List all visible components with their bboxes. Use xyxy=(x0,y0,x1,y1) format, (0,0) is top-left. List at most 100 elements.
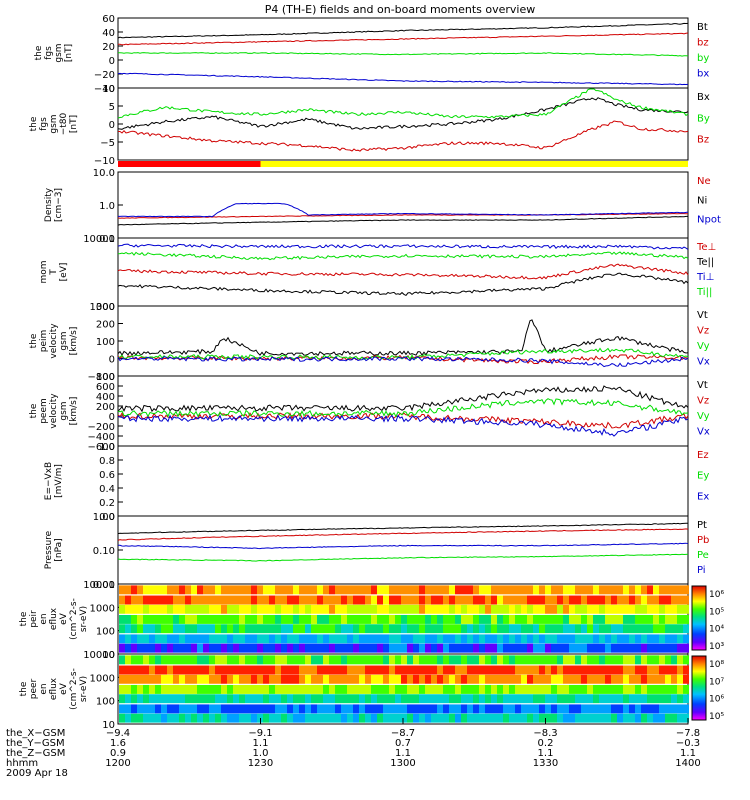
y-tick-label: 0.01 xyxy=(93,580,115,591)
y-axis-label: peir xyxy=(29,610,39,628)
heatmap-cell xyxy=(173,614,179,624)
heatmap-cell xyxy=(263,624,269,634)
heatmap-cell xyxy=(551,665,557,675)
heatmap-cell xyxy=(227,634,233,644)
series-By xyxy=(117,88,689,119)
heatmap-cell xyxy=(479,624,485,634)
heatmap-cell xyxy=(437,694,443,704)
legend-Vy: Vy xyxy=(697,341,710,352)
heatmap-cell xyxy=(527,655,533,665)
series-Ti⊥ xyxy=(117,243,689,250)
heatmap-cell xyxy=(455,674,461,684)
heatmap-cell xyxy=(245,643,251,653)
heatmap-cell xyxy=(377,634,383,644)
heatmap-cell xyxy=(473,704,479,714)
heatmap-cell xyxy=(485,694,491,704)
y-axis-label: fgs xyxy=(44,46,54,60)
heatmap-cell xyxy=(653,595,659,605)
y-axis-label: eflux xyxy=(49,607,59,630)
heatmap-cell xyxy=(335,694,341,704)
heatmap-cell xyxy=(665,634,671,644)
heatmap-cell xyxy=(401,674,407,684)
heatmap-cell xyxy=(617,713,623,723)
heatmap-cell xyxy=(137,624,143,634)
heatmap-cell xyxy=(299,674,305,684)
heatmap-cell xyxy=(653,643,659,653)
heatmap-cell xyxy=(125,585,131,595)
heatmap-cell xyxy=(167,684,173,694)
heatmap-cell xyxy=(353,643,359,653)
heatmap-cell xyxy=(551,604,557,614)
series-Pi xyxy=(118,542,689,550)
panel-frame xyxy=(117,445,689,517)
heatmap-cell xyxy=(197,674,203,684)
x-tick-label: 1.6 xyxy=(110,738,126,749)
heatmap-cell xyxy=(641,624,647,634)
heatmap-cell xyxy=(209,665,215,675)
heatmap-cell xyxy=(263,595,269,605)
heatmap-cell xyxy=(131,665,137,675)
heatmap-cell xyxy=(665,694,671,704)
heatmap-cell xyxy=(239,643,245,653)
heatmap-cell xyxy=(359,585,365,595)
heatmap-cell xyxy=(269,704,275,714)
heatmap-cell xyxy=(305,595,311,605)
heatmap-cell xyxy=(635,585,641,595)
heatmap-cell xyxy=(251,684,257,694)
heatmap-cell xyxy=(275,694,281,704)
series-Bt xyxy=(117,22,689,39)
heatmap-cell xyxy=(371,604,377,614)
heatmap-cell xyxy=(527,694,533,704)
heatmap-cell xyxy=(203,643,209,653)
heatmap-cell xyxy=(317,634,323,644)
heatmap-cell xyxy=(245,655,251,665)
y-tick-label: −200 xyxy=(88,422,115,433)
heatmap-cell xyxy=(203,665,209,675)
heatmap-cell xyxy=(161,694,167,704)
x-tick-label: 1400 xyxy=(675,758,700,769)
heatmap-cell xyxy=(353,665,359,675)
heatmap-cell xyxy=(179,665,185,675)
heatmap-cell xyxy=(527,595,533,605)
series-Bx xyxy=(117,97,689,130)
heatmap-cell xyxy=(359,604,365,614)
heatmap-cell xyxy=(215,694,221,704)
heatmap-cell xyxy=(599,604,605,614)
heatmap-cell xyxy=(587,694,593,704)
y-axis-label: sr-eV) xyxy=(79,606,89,632)
heatmap-cell xyxy=(611,713,617,723)
heatmap-cell xyxy=(671,643,677,653)
heatmap-cell xyxy=(389,694,395,704)
heatmap-cell xyxy=(179,604,185,614)
heatmap-cell xyxy=(623,665,629,675)
heatmap-cell xyxy=(665,624,671,634)
heatmap-cell xyxy=(449,643,455,653)
heatmap-cell xyxy=(479,585,485,595)
heatmap-cell xyxy=(611,585,617,595)
heatmap-cell xyxy=(329,643,335,653)
heatmap-cell xyxy=(269,643,275,653)
heatmap-cell xyxy=(665,614,671,624)
x-tick-label: 1.1 xyxy=(253,738,269,749)
x-axis-row-label: the_Z−GSM xyxy=(6,748,65,759)
heatmap-cell xyxy=(641,674,647,684)
heatmap-cell xyxy=(683,585,689,595)
heatmap-cell xyxy=(623,704,629,714)
heatmap-cell xyxy=(413,585,419,595)
heatmap-cell xyxy=(377,704,383,714)
heatmap-cell xyxy=(215,684,221,694)
heatmap-cell xyxy=(551,694,557,704)
heatmap-cell xyxy=(209,604,215,614)
heatmap-cell xyxy=(179,694,185,704)
heatmap-cell xyxy=(587,704,593,714)
heatmap-cell xyxy=(527,643,533,653)
heatmap-cell xyxy=(413,643,419,653)
heatmap-cell xyxy=(641,614,647,624)
series-Pt xyxy=(117,522,688,535)
heatmap-cell xyxy=(509,655,515,665)
y-tick-label: 100 xyxy=(96,337,115,348)
heatmap-cell xyxy=(431,684,437,694)
heatmap-cell xyxy=(617,674,623,684)
heatmap-cell xyxy=(653,674,659,684)
